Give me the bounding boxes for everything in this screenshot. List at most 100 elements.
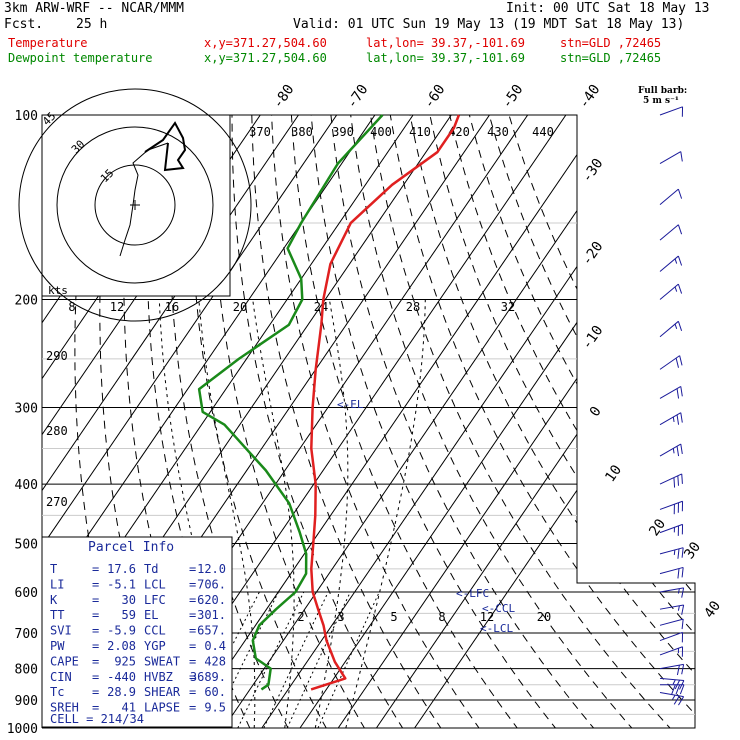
wind-barb-flag (675, 357, 679, 368)
dry-adiabat (468, 115, 695, 728)
wind-barb-flag (681, 619, 684, 630)
parcel-label-right: Td (144, 562, 158, 576)
wind-barb (659, 443, 682, 457)
wind-barb-flag (675, 684, 681, 695)
temperature-legend-station: stn=GLD ,72465 (560, 36, 662, 50)
theta-label-left: 270 (46, 495, 68, 509)
wind-barb-flag (676, 414, 680, 425)
isotherm-line (42, 115, 338, 728)
parcel-equals: = (189, 593, 196, 607)
wind-barb-flag (677, 224, 683, 235)
parcel-info-row: CAPE = 925 SWEAT = 428 (50, 654, 226, 668)
parcel-equals: = (189, 639, 196, 653)
parcel-label-right: LCL (144, 577, 166, 591)
wind-barb (659, 663, 684, 670)
wind-barb-flag (680, 386, 683, 397)
wind-barb-flag (681, 604, 685, 615)
hodograph-tick-label: 28 (406, 300, 420, 314)
theta-label-left: 280 (46, 424, 68, 438)
hodograph-ring (94, 164, 176, 246)
hodograph-tick-label: 8 (68, 300, 75, 314)
wind-barb (659, 677, 684, 681)
parcel-value-left: 17.6 (107, 562, 136, 576)
lcl-marker: <-LCL (480, 622, 513, 635)
mixing-ratio-label: 20 (537, 610, 551, 624)
wind-barb-flag (681, 473, 683, 484)
wind-barb (659, 631, 683, 642)
wind-barb-flag (671, 684, 676, 695)
theta-label-left: 290 (46, 349, 68, 363)
isotherm-label: 0 (587, 404, 605, 420)
parcel-value-left: -5.1 (107, 577, 136, 591)
dewpoint-profile (197, 114, 384, 691)
valid-time: Valid: 01 UTC Sun 19 May 13 (19 MDT Sat … (293, 17, 685, 32)
parcel-label-right: EL (144, 608, 158, 622)
isotherm-label: -60 (421, 82, 449, 112)
dry-adiabat (350, 115, 644, 728)
theta-label: 370 (249, 125, 271, 139)
parcel-value-right: 60. (204, 685, 226, 699)
dewpoint-legend-station: stn=GLD ,72465 (560, 51, 662, 65)
theta-label: 440 (532, 125, 554, 139)
temperature-profile (310, 114, 461, 691)
parcel-info-row: SREH = 41 LAPSE = 9.5 (50, 701, 226, 715)
isotherm-label: 20 (646, 516, 669, 539)
parcel-value-right: 706. (197, 577, 226, 591)
wind-barb (659, 151, 682, 164)
parcel-value-left: 925 (114, 654, 136, 668)
wind-barb-flag (679, 355, 683, 366)
parcel-value-right: 301. (197, 608, 226, 622)
mixing-ratio-label: 2 (297, 610, 304, 624)
barb-legend-title: Full barb: (638, 86, 687, 96)
hodograph-trace-upper (144, 121, 187, 172)
mixing-ratio-line (263, 591, 329, 728)
moist-adiabat (252, 299, 295, 728)
wind-barb-flag (678, 696, 685, 706)
parcel-equals: = (189, 701, 196, 715)
wind-barb-flag (677, 283, 683, 294)
isotherm-label: -40 (576, 82, 604, 112)
hodograph-units: kts (48, 284, 68, 297)
parcel-equals: = (92, 624, 99, 638)
wind-barb-flag (677, 548, 680, 559)
wind-barb (659, 566, 684, 575)
wind-barb-flag (672, 448, 675, 454)
wind-barb-flag (676, 388, 680, 399)
wind-barb-flag (680, 412, 683, 423)
mixing-ratio-label: 3 (337, 610, 344, 624)
parcel-equals: = (92, 670, 99, 684)
theta-label: 380 (291, 125, 313, 139)
hodograph-ring (56, 126, 214, 284)
parcel-equals: = (92, 685, 99, 699)
parcel-value-right: 12.0 (197, 562, 226, 576)
lfc-marker: <-LFC (456, 587, 489, 600)
wind-barb-flag (673, 549, 676, 555)
el-marker: <-EL (337, 398, 364, 411)
parcel-label-left: SREH (50, 701, 79, 715)
hodograph-tick-label: 32 (501, 300, 515, 314)
parcel-info-row: LI = -5.1 LCL = 706. (50, 577, 226, 591)
parcel-value-right: 0.4 (204, 639, 226, 653)
parcel-value-right: 9.5 (204, 701, 226, 715)
dry-adiabat (370, 115, 683, 728)
parcel-info-row: TT = 59 EL = 301. (50, 608, 226, 622)
wind-barb-flag (679, 680, 685, 690)
wind-barb-flag (679, 684, 685, 695)
isotherm-line (299, 115, 695, 728)
parcel-equals: = (92, 562, 99, 576)
theta-label: 410 (409, 125, 431, 139)
parcel-info-row: Tc = 28.9 SHEAR = 60. (50, 685, 226, 699)
wind-barb-flag (672, 694, 676, 700)
wind-barb-flag (681, 587, 685, 598)
wind-barb-flag (680, 151, 683, 162)
parcel-label-left: PW (50, 639, 65, 653)
dry-adiabat (190, 115, 334, 728)
moist-adiabat (314, 299, 349, 728)
theta-label: 390 (332, 125, 354, 139)
isotherm-label: -20 (579, 239, 607, 269)
parcel-value-left: 2.08 (107, 639, 136, 653)
dry-adiabat (449, 115, 695, 728)
mixing-ratio-label: 12 (480, 610, 494, 624)
wind-barb (659, 386, 682, 399)
